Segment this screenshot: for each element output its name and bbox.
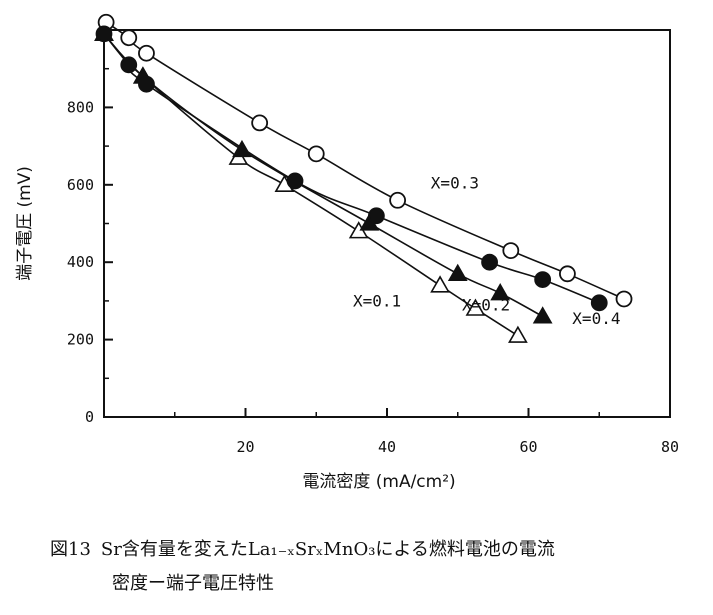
figure-caption: 図13 Sr含有量を変えたLa₁₋ₓSrₓMnO₃による燃料電池の電流 密度ー端子…: [50, 533, 690, 601]
series-curves: [103, 21, 625, 337]
data-point-x-0-4: [590, 294, 608, 312]
data-point-x-0-1: [465, 298, 486, 316]
data-point-x-0-4: [120, 56, 138, 74]
data-point-x-0-4: [95, 25, 113, 43]
x-tick-label: 80: [661, 438, 679, 456]
series-label-x-0-2: X=0.2: [462, 296, 510, 315]
data-point-x-0-3: [615, 290, 633, 308]
data-point-x-0-2: [232, 139, 252, 158]
y-tick-label: 400: [67, 253, 94, 271]
axis-titles: 電流密度 (mA/cm²) 端子電圧 (mV): [15, 166, 456, 492]
y-axis-title: 端子電圧 (mV): [15, 166, 35, 281]
data-point-x-0-3: [559, 265, 576, 283]
data-point-x-0-3: [251, 114, 269, 132]
figure-number: 図13: [50, 539, 91, 560]
data-point-x-0-4: [286, 172, 304, 190]
plot-frame: [103, 29, 671, 418]
data-point-x-0-1: [430, 275, 450, 293]
y-tick-label: 800: [67, 98, 94, 116]
caption-line-1: Sr含有量を変えたLa₁₋ₓSrₓMnO₃による燃料電池の電流: [100, 539, 555, 560]
series-label-x-0-4: X=0.4: [572, 309, 620, 328]
data-point-x-0-4: [481, 253, 498, 271]
y-tick-label: 0: [85, 408, 94, 426]
x-tick-label: 20: [236, 438, 254, 456]
data-point-x-0-3: [138, 44, 155, 62]
y-tick-label: 600: [67, 176, 94, 194]
data-point-x-0-2: [490, 283, 511, 301]
data-point-x-0-4: [367, 207, 385, 225]
data-point-x-0-4: [138, 75, 155, 93]
caption-line-2: 密度ー端子電圧特性: [112, 573, 274, 594]
series-label-x-0-1: X=0.1: [353, 292, 401, 311]
series-label-x-0-3: X=0.3: [431, 174, 479, 193]
series-labels: X=0.1 X=0.2 X=0.3 X=0.4: [353, 174, 620, 328]
data-point-x-0-3: [120, 29, 138, 47]
x-tick-label: 40: [378, 438, 396, 456]
x-tick-label: 60: [519, 438, 537, 456]
data-point-x-0-3: [307, 145, 325, 163]
data-point-x-0-1: [508, 325, 528, 343]
x-axis-title: 電流密度 (mA/cm²): [302, 472, 455, 492]
series-line-x-0-3: [105, 21, 625, 300]
data-point-x-0-3: [502, 242, 520, 259]
data-point-x-0-4: [534, 271, 552, 289]
data-point-x-0-3: [389, 191, 407, 209]
data-point-x-0-2: [447, 263, 468, 281]
data-point-x-0-2: [532, 306, 553, 324]
y-tick-label: 200: [67, 331, 94, 349]
series-markers: [94, 13, 633, 343]
